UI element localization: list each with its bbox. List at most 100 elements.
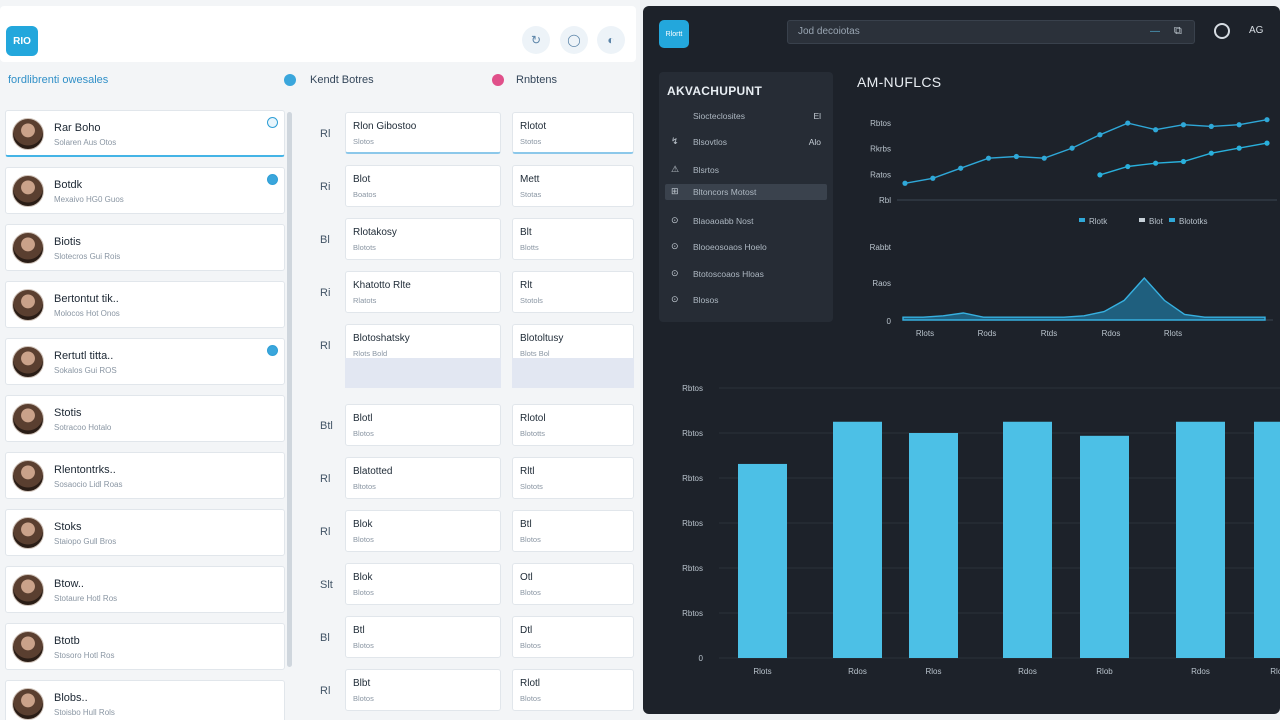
record-card[interactable]: Mett Stotas xyxy=(512,165,634,207)
record-card[interactable]: Rlotakosy Blotots xyxy=(345,218,501,260)
data-point[interactable] xyxy=(1208,123,1214,129)
record-card[interactable]: Blt Blotts xyxy=(512,218,634,260)
contact-item[interactable]: Stotis Sotracoo Hotalo xyxy=(5,395,285,442)
refresh-button[interactable]: ↻ xyxy=(522,26,550,54)
data-point[interactable] xyxy=(1180,158,1187,165)
bar[interactable] xyxy=(738,463,787,658)
status-badge-icon xyxy=(267,174,278,185)
data-point[interactable] xyxy=(1236,145,1242,151)
menu-item[interactable]: ⊙ Blosos xyxy=(665,292,827,308)
y-tick-label: Rkrbs xyxy=(870,145,891,154)
data-point[interactable] xyxy=(1013,153,1019,160)
contact-item[interactable]: Btow.. Stotaure Hotl Ros xyxy=(5,566,285,613)
data-point[interactable] xyxy=(1125,120,1131,126)
row-number: Rl xyxy=(320,128,331,140)
user-avatar[interactable]: AG xyxy=(1249,25,1264,36)
section-title[interactable]: fordlibrenti owesales xyxy=(8,74,109,86)
contact-item[interactable]: Rlentontrks.. Sosaocio Lidl Roas xyxy=(5,452,285,499)
menu-label: Bltoncors Motost xyxy=(693,187,757,197)
menu-item[interactable]: ⊞ Bltoncors Motost xyxy=(665,184,827,200)
contact-item[interactable]: Btotb Stosoro Hotl Ros xyxy=(5,623,285,670)
record-card[interactable]: Rltl Slotots xyxy=(512,457,634,499)
x-tick-label: Rlots xyxy=(753,667,771,676)
menu-item[interactable]: Siocteclosites El xyxy=(665,108,827,124)
theme-button[interactable]: ◐ xyxy=(597,26,625,54)
column-title[interactable]: Rnbtens xyxy=(516,74,557,86)
record-card[interactable]: Btl Blotos xyxy=(512,510,634,552)
bar[interactable] xyxy=(1003,421,1052,658)
data-point[interactable] xyxy=(1180,122,1187,128)
legend-swatch xyxy=(1139,218,1145,222)
y-tick-label: Rbtos xyxy=(870,119,891,128)
data-point[interactable] xyxy=(902,180,908,186)
app-logo[interactable]: RIO xyxy=(6,26,38,56)
bar[interactable] xyxy=(1254,421,1280,658)
data-point[interactable] xyxy=(1097,172,1103,178)
menu-icon: ⚠ xyxy=(671,164,680,174)
search-icon[interactable]: ⧉ xyxy=(1174,25,1182,37)
record-card[interactable]: Btl Blotos xyxy=(345,616,501,658)
column-title[interactable]: Kendt Botres xyxy=(310,74,374,86)
card-title: Btl xyxy=(520,519,532,530)
search-input[interactable]: Jod decoiotas — ⧉ xyxy=(787,20,1195,44)
status-button[interactable]: ◯ xyxy=(560,26,588,54)
contact-detail: Mexaivo HG0 Guos xyxy=(54,195,124,204)
record-card[interactable]: Blbt Blotos xyxy=(345,669,501,711)
record-card[interactable]: Blatotted Bltotos xyxy=(345,457,501,499)
record-card[interactable]: Rlotot Stotos xyxy=(512,112,634,154)
menu-item[interactable]: ⊙ Blaoaoabb Nost xyxy=(665,213,827,229)
data-point[interactable] xyxy=(1208,150,1214,156)
data-point[interactable] xyxy=(1125,163,1131,170)
contact-item[interactable]: Biotis Slotecros Gui Rois xyxy=(5,224,285,271)
record-card[interactable]: Dtl Blotos xyxy=(512,616,634,658)
contact-name: Bertontut tik.. xyxy=(54,293,119,305)
settings-icon[interactable] xyxy=(1214,23,1230,39)
record-card[interactable]: Khatotto Rlte Rlatots xyxy=(345,271,501,313)
bar[interactable] xyxy=(909,433,958,658)
menu-item[interactable]: ⊙ Btotoscoaos Hloas xyxy=(665,266,827,282)
row-number: Slt xyxy=(320,579,333,591)
record-card[interactable]: Blok Blotos xyxy=(345,563,501,605)
contact-item[interactable]: Bertontut tik.. Molocos Hot Onos xyxy=(5,281,285,328)
contact-item[interactable]: Stoks Staiopo Gull Bros xyxy=(5,509,285,556)
bar[interactable] xyxy=(1080,435,1129,658)
data-point[interactable] xyxy=(985,155,992,161)
bar[interactable] xyxy=(833,421,882,658)
record-card[interactable]: Blok Blotos xyxy=(345,510,501,552)
record-card[interactable]: Rlotl Blotos xyxy=(512,669,634,711)
data-point[interactable] xyxy=(1264,117,1270,123)
menu-item[interactable]: ⚠ Blsrtos xyxy=(665,162,827,178)
dashboard-logo[interactable]: Rlortt xyxy=(659,20,689,48)
record-card[interactable]: Otl Blotos xyxy=(512,563,634,605)
data-point[interactable] xyxy=(1041,155,1047,161)
record-card[interactable]: Blot Boatos xyxy=(345,165,501,207)
record-card[interactable]: Rlon Gibostoo Slotos xyxy=(345,112,501,154)
grid-placeholder xyxy=(512,358,634,388)
data-point[interactable] xyxy=(1097,132,1103,138)
card-subtitle: Rlatots xyxy=(353,296,377,305)
data-point[interactable] xyxy=(930,175,936,181)
data-point[interactable] xyxy=(1236,122,1242,128)
card-title: Blotl xyxy=(353,413,373,424)
card-title: Blotoltusy xyxy=(520,333,564,344)
menu-item[interactable]: ↯ Blsovtlos Alo xyxy=(665,134,827,150)
data-point[interactable] xyxy=(958,165,964,171)
menu-item[interactable]: ⊙ Blooeosoaos Hoelo xyxy=(665,239,827,255)
contact-item[interactable]: Rar Boho Solaren Aus Otos xyxy=(5,110,285,157)
contact-item[interactable]: Rertutl titta.. Sokalos Gui ROS xyxy=(5,338,285,385)
search-divider: — xyxy=(1150,26,1160,37)
card-subtitle: Blototts xyxy=(520,429,546,438)
record-card[interactable]: Rlt Stotols xyxy=(512,271,634,313)
data-point[interactable] xyxy=(1153,127,1159,133)
scrollbar[interactable] xyxy=(287,112,292,667)
avatar xyxy=(12,688,44,720)
record-card[interactable]: Blotl Blotos xyxy=(345,404,501,446)
data-point[interactable] xyxy=(1264,140,1270,146)
contact-item[interactable]: Botdk Mexaivo HG0 Guos xyxy=(5,167,285,214)
contact-item[interactable]: Blobs.. Stoisbo Hull Rols xyxy=(5,680,285,720)
card-subtitle: Blotos xyxy=(353,641,374,650)
record-card[interactable]: Rlotol Blototts xyxy=(512,404,634,446)
data-point[interactable] xyxy=(1069,145,1075,151)
data-point[interactable] xyxy=(1153,160,1159,166)
bar[interactable] xyxy=(1176,421,1225,658)
